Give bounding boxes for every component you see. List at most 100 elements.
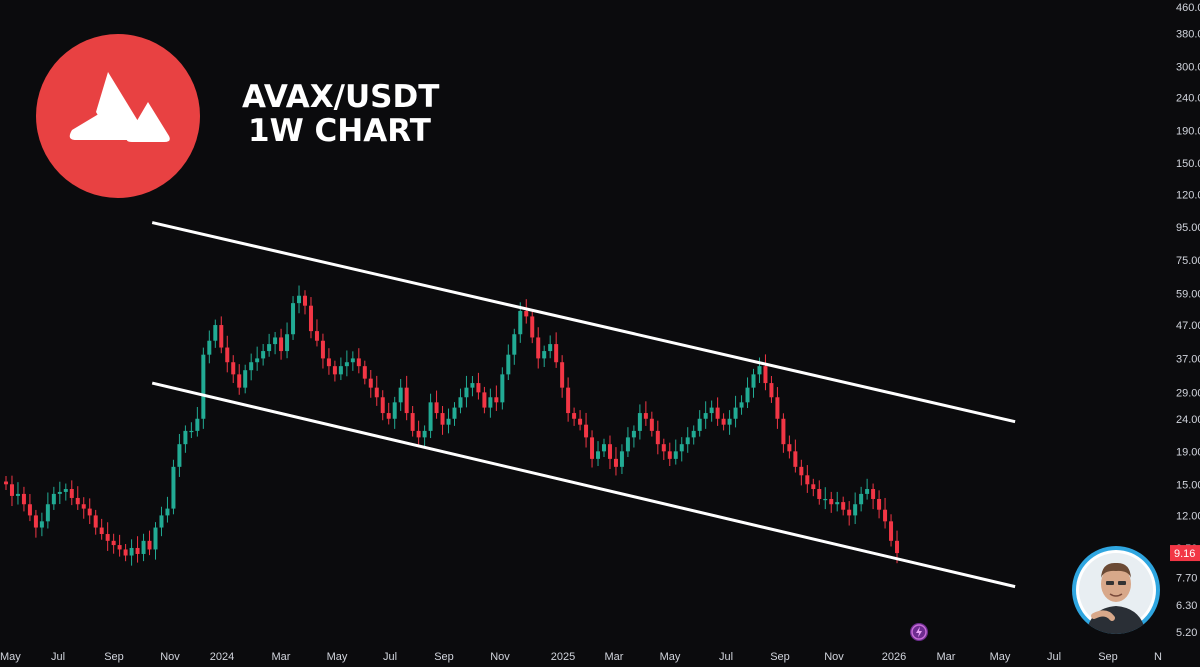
price-tick-label: 120.0 [1176, 189, 1200, 201]
candle [249, 353, 254, 381]
candle [823, 487, 828, 510]
channel-line-upper[interactable] [151, 221, 1016, 424]
price-tick-label: 190.0 [1176, 125, 1200, 137]
time-tick-label: 2025 [551, 651, 575, 663]
price-tick-label: 24.00 [1176, 414, 1200, 426]
price-tick-label: 6.30 [1176, 600, 1197, 612]
candle [811, 478, 816, 497]
time-tick-label: May [660, 651, 681, 663]
candle [243, 364, 248, 394]
candle [171, 459, 176, 515]
candle [661, 438, 666, 460]
price-tick-label: 460.0 [1176, 2, 1200, 14]
lightning-icon[interactable] [910, 623, 928, 641]
candle [494, 385, 499, 411]
candle [105, 522, 110, 551]
candle [709, 400, 714, 422]
price-tick-label: 47.00 [1176, 320, 1200, 332]
candle [141, 533, 146, 562]
candle [314, 319, 319, 347]
candle [548, 335, 553, 359]
candle [470, 376, 475, 397]
candle [219, 316, 224, 354]
time-tick-label: May [0, 651, 21, 663]
price-tick-label: 37.00 [1176, 353, 1200, 365]
candle [883, 497, 888, 529]
candle [721, 413, 726, 431]
candle [685, 427, 690, 453]
candle [607, 435, 612, 469]
candle [117, 534, 122, 557]
candle [602, 438, 606, 458]
price-tick-label: 150.0 [1176, 158, 1200, 170]
time-tick-label: Jul [51, 651, 65, 663]
candle [452, 402, 457, 426]
time-tick-label: 2024 [210, 651, 234, 663]
price-tick-label: 240.0 [1176, 93, 1200, 105]
candle [255, 346, 260, 371]
time-tick-label: Nov [824, 651, 844, 663]
candle [745, 377, 750, 409]
candle [195, 406, 200, 437]
candle [458, 388, 463, 414]
candle [751, 368, 756, 398]
candle [207, 330, 212, 364]
candles-layer [4, 285, 900, 566]
candle [374, 375, 379, 406]
candle [213, 319, 218, 348]
time-tick-label: May [327, 651, 348, 663]
candle [775, 387, 780, 429]
time-tick-label: Nov [490, 651, 510, 663]
candle [446, 408, 451, 434]
candle [261, 343, 266, 366]
candle [183, 425, 188, 453]
candle [560, 355, 565, 398]
candle [39, 512, 44, 537]
candle [428, 393, 433, 439]
candle [536, 327, 541, 369]
candle [177, 433, 182, 477]
candle [392, 396, 397, 429]
candle [51, 486, 56, 510]
time-tick-label: Jul [719, 651, 733, 663]
candle [799, 459, 804, 486]
candle [332, 360, 337, 382]
candle [135, 536, 140, 563]
candle [853, 492, 858, 525]
price-tick-label: 5.20 [1176, 627, 1197, 639]
price-tick-label: 75.00 [1176, 255, 1200, 267]
channel-line-lower[interactable] [151, 381, 1016, 589]
candle [655, 420, 660, 455]
candle [165, 496, 170, 523]
candle [673, 439, 678, 465]
candle [506, 344, 511, 381]
time-tick-label: Sep [1098, 651, 1118, 663]
candle [649, 411, 654, 437]
time-tick-label: Sep [770, 651, 790, 663]
time-tick-label: May [990, 651, 1011, 663]
candle [410, 405, 415, 437]
candle [781, 413, 786, 453]
candle [865, 478, 870, 500]
candle [763, 354, 768, 391]
candle [434, 390, 439, 419]
candle [643, 401, 648, 426]
candle [572, 407, 577, 426]
candle [871, 483, 876, 510]
candle [129, 539, 134, 566]
candle [362, 360, 367, 385]
candle [512, 328, 517, 365]
candle [889, 514, 894, 547]
time-axis: May Jul Sep Nov 2024 Mar May Jul Sep Nov 2025 Mar Ma… [0, 651, 1162, 663]
time-tick-label: Mar [937, 651, 956, 663]
candle [697, 410, 702, 437]
price-tick-label: 300.0 [1176, 62, 1200, 74]
time-tick-label: 2026 [882, 651, 906, 663]
time-tick-label: Sep [104, 651, 124, 663]
title-pair: AVAX/USDT [242, 79, 440, 115]
candle [21, 486, 26, 512]
candle [841, 496, 846, 516]
candle [703, 401, 708, 429]
candle [279, 328, 284, 360]
